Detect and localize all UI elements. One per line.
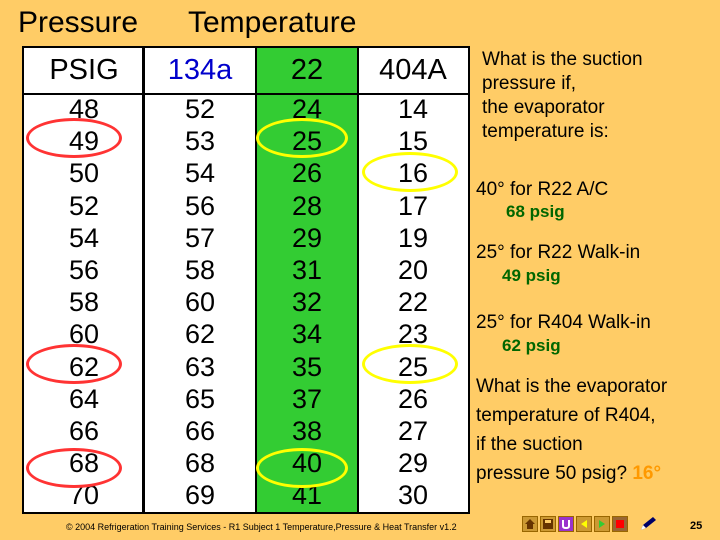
question-4-line: if the suction: [476, 434, 583, 455]
question-3: 25° for R404 Walk-in: [476, 312, 651, 333]
r404a-cell: 19: [397, 222, 429, 253]
question-4-line: pressure 50 psig? 16°: [476, 459, 667, 488]
r404a-cell: 20: [397, 254, 429, 285]
psig-cell: 54: [68, 222, 100, 253]
forward-icon[interactable]: [594, 516, 610, 532]
r22-cell: 32: [291, 287, 323, 318]
page-number: 25: [690, 520, 703, 532]
back-icon[interactable]: [576, 516, 592, 532]
r134a-cell: 69: [184, 480, 216, 511]
r22-cell: 37: [291, 383, 323, 414]
highlight-r404a-25: [362, 344, 458, 384]
r22-cell: 34: [291, 319, 323, 350]
highlight-r22-25: [256, 118, 348, 158]
r404a-header: 404A: [379, 54, 447, 86]
r404a-cell: 30: [397, 480, 429, 511]
answer-4: 16°: [632, 463, 662, 484]
psig-cell: 66: [68, 415, 100, 446]
psig-cell: 58: [68, 287, 100, 318]
question-intro-line: the evaporator: [482, 97, 605, 118]
r134a-cell: 63: [184, 351, 216, 382]
r22-cell: 29: [291, 222, 323, 253]
highlight-r404a-16: [362, 152, 458, 192]
save-icon[interactable]: [540, 516, 556, 532]
header-divider: [24, 93, 468, 95]
psig-header: PSIG: [49, 54, 119, 86]
pressure-temperature-table: PSIG 48 49 50 52 54 56 58 60 62 64 66 68…: [22, 46, 470, 514]
r134a-cell: 54: [184, 158, 216, 189]
r134a-cell: 65: [184, 383, 216, 414]
column-divider: [357, 48, 359, 512]
r404a-cell: 22: [397, 287, 429, 318]
psig-cell: 56: [68, 254, 100, 285]
question-intro: What is the suction pressure if, the eva…: [482, 48, 643, 144]
column-divider: [142, 48, 145, 512]
r22-cell: 28: [291, 190, 323, 221]
r134a-cell: 58: [184, 254, 216, 285]
answer-2: 49 psig: [502, 266, 561, 285]
psig-cell: 52: [68, 190, 100, 221]
r22-cell: 35: [291, 351, 323, 382]
question-intro-line: temperature is:: [482, 121, 609, 142]
r134a-cell: 56: [184, 190, 216, 221]
r134a-cell: 57: [184, 222, 216, 253]
question-4: What is the evaporator temperature of R4…: [476, 372, 667, 488]
return-icon[interactable]: [558, 516, 574, 532]
r404a-cell: 26: [397, 383, 429, 414]
highlight-psig-62: [26, 344, 122, 384]
question-4-line: What is the evaporator: [476, 376, 668, 397]
answer-3: 62 psig: [502, 336, 561, 355]
r134a-cell: 53: [184, 126, 216, 157]
psig-cell: 64: [68, 383, 100, 414]
pressure-header: Pressure: [18, 6, 139, 39]
psig-cell: 50: [68, 158, 100, 189]
r22-cell: 31: [291, 254, 323, 285]
end-icon[interactable]: [612, 516, 628, 532]
r404a-cell: 29: [397, 448, 429, 479]
column-divider: [255, 48, 257, 512]
answer-1: 68 psig: [506, 202, 565, 221]
r404a-cell: 27: [397, 415, 429, 446]
r404a-cell: 14: [397, 94, 429, 124]
r22-cell: 38: [291, 415, 323, 446]
r404a-cell: 17: [397, 190, 429, 221]
footer-copyright: © 2004 Refrigeration Training Services -…: [66, 522, 457, 532]
question-4-text: pressure 50 psig?: [476, 463, 628, 484]
r134a-header: 134a: [167, 54, 233, 86]
r22-cell: 26: [291, 158, 323, 189]
question-4-line: temperature of R404,: [476, 405, 656, 426]
highlight-psig-49: [26, 118, 122, 158]
home-icon[interactable]: [522, 516, 538, 532]
temperature-header: Temperature: [188, 6, 357, 39]
r404a-column: 404A 14 15 16 17 19 20 22 23 25 26 27 29…: [358, 48, 468, 512]
highlight-psig-68: [26, 448, 122, 488]
question-intro-line: pressure if,: [482, 73, 576, 94]
r134a-cell: 52: [184, 94, 216, 124]
question-1: 40° for R22 A/C: [476, 179, 609, 200]
r134a-column: 134a 52 53 54 56 57 58 60 62 63 65 66 68…: [144, 48, 256, 512]
question-intro-line: What is the suction: [482, 49, 643, 70]
r134a-cell: 62: [184, 319, 216, 350]
r134a-cell: 68: [184, 448, 216, 479]
r134a-cell: 66: [184, 415, 216, 446]
r134a-cell: 60: [184, 287, 216, 318]
pencil-icon[interactable]: [638, 516, 660, 532]
highlight-r22-40: [256, 448, 348, 488]
question-2: 25° for R22 Walk-in: [476, 242, 641, 263]
r22-header: 22: [290, 54, 324, 86]
